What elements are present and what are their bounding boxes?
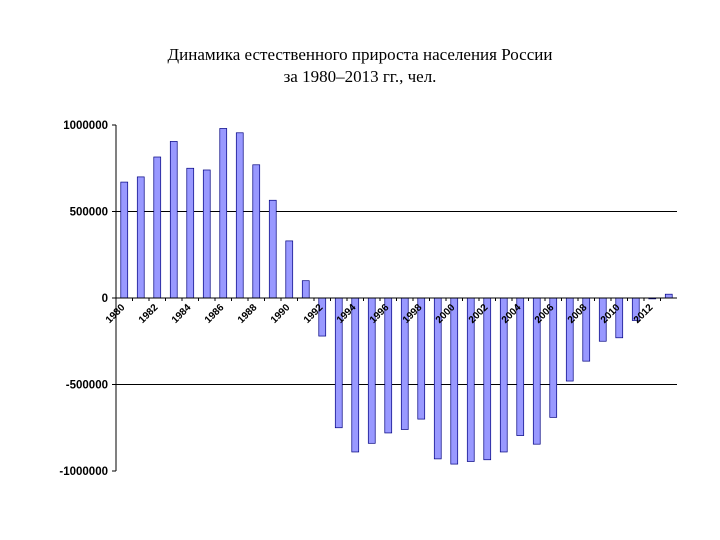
bar-1996	[384, 297, 393, 434]
bar-2000	[450, 297, 459, 465]
x-tick-label: 1984	[170, 302, 194, 326]
bar-1992	[318, 297, 327, 337]
x-tick-label: 1982	[137, 302, 161, 326]
bar-2010	[615, 297, 624, 339]
bar-1982	[153, 156, 162, 299]
bar-1980	[120, 181, 129, 299]
bar-1994	[351, 297, 360, 453]
bar-1985	[202, 169, 211, 299]
y-tick-label: 0	[102, 293, 108, 305]
bar-2002	[483, 297, 492, 461]
bar-1984	[186, 167, 195, 299]
x-tick-label: 1986	[203, 302, 227, 326]
bar-1981	[136, 176, 145, 299]
bar-2004	[516, 297, 525, 436]
bar-1991	[301, 280, 310, 299]
bar-2013	[664, 293, 673, 299]
bar-1983	[169, 141, 178, 299]
chart-title: Динамика естественного прироста населени…	[0, 44, 720, 88]
y-tick-label: 500000	[70, 207, 108, 219]
chart-title-line1: Динамика естественного прироста населени…	[167, 45, 553, 64]
bar-1990	[285, 240, 294, 299]
bar-1989	[268, 199, 277, 299]
y-tick-label: -1000000	[59, 466, 108, 478]
y-tick-label: -500000	[66, 380, 108, 392]
x-tick-label: 1990	[269, 302, 293, 326]
bar-2006	[549, 297, 558, 418]
bar-1988	[252, 164, 261, 299]
bar-1987	[235, 132, 244, 299]
y-tick-label: 1000000	[63, 120, 108, 132]
bar-1998	[417, 297, 426, 420]
x-tick-label: 1988	[236, 302, 260, 326]
bar-1986	[219, 128, 228, 299]
chart-title-line2: за 1980–2013 гг., чел.	[283, 67, 437, 86]
